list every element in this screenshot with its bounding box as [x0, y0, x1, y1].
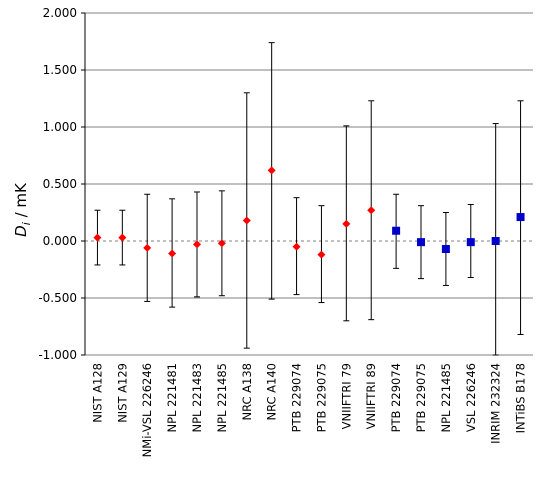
y-tick-label: 0.000 — [43, 234, 77, 248]
x-category-label: NIST A128 — [90, 363, 104, 423]
square-marker — [441, 244, 450, 253]
x-category-label: NPL 221485 — [439, 363, 453, 433]
x-category-label: VNIIFTRI 79 — [339, 363, 353, 429]
diamond-marker — [118, 233, 127, 242]
x-category-label: VSL 226246 — [464, 363, 478, 432]
x-category-label: NRC A140 — [265, 363, 279, 421]
diamond-marker — [93, 233, 102, 242]
data-markers — [93, 166, 525, 259]
x-category-label: VNIIFTRI 89 — [364, 363, 378, 429]
diamond-marker — [367, 206, 376, 215]
diamond-marker — [317, 250, 326, 259]
x-category-label: PTB 229074 — [389, 363, 403, 432]
x-category-label: NIST A129 — [115, 363, 129, 423]
x-category-label: NMi-VSL 226246 — [140, 363, 154, 457]
x-category-label: INRIM 232324 — [489, 363, 503, 444]
x-category-label: PTB 229074 — [290, 363, 304, 432]
y-axis: 2.000 1.500 1.000 0.500 0.000 -0.500 -1.000 — [38, 6, 86, 362]
square-marker — [417, 238, 425, 247]
x-category-label: NPL 221483 — [190, 363, 204, 433]
x-category-label: PTB 229075 — [314, 363, 328, 432]
grid-lines — [85, 12, 533, 356]
diamond-marker — [168, 249, 177, 258]
square-marker — [466, 238, 475, 247]
y-tick-label: -0.500 — [38, 291, 77, 305]
x-category-label: PTB 229075 — [414, 363, 428, 432]
diamond-marker — [267, 166, 276, 175]
square-marker — [491, 237, 500, 245]
x-axis-labels: NIST A128 NIST A129 NMi-VSL 226246 NPL 2214… — [90, 363, 527, 457]
x-category-label: NPL 221485 — [215, 363, 229, 433]
diamond-marker — [143, 243, 152, 252]
diamond-marker — [342, 219, 351, 228]
y-axis-label: Di / mK — [12, 182, 33, 237]
diamond-marker — [217, 239, 226, 248]
square-marker — [392, 226, 401, 235]
x-category-label: NPL 221481 — [165, 363, 179, 433]
square-marker — [516, 213, 525, 222]
x-category-label: NRC A138 — [240, 363, 254, 421]
y-tick-label: 2.000 — [43, 6, 77, 20]
diamond-marker — [292, 242, 301, 251]
y-tick-label: 0.500 — [43, 177, 77, 191]
x-category-label: INTiBS B178 — [514, 363, 528, 433]
y-tick-label: 1.500 — [43, 63, 77, 77]
y-tick-label: -1.000 — [38, 348, 77, 362]
error-bars — [94, 42, 524, 356]
diamond-marker — [193, 240, 201, 249]
diamond-marker — [242, 216, 251, 225]
y-tick-label: 1.000 — [43, 120, 77, 134]
